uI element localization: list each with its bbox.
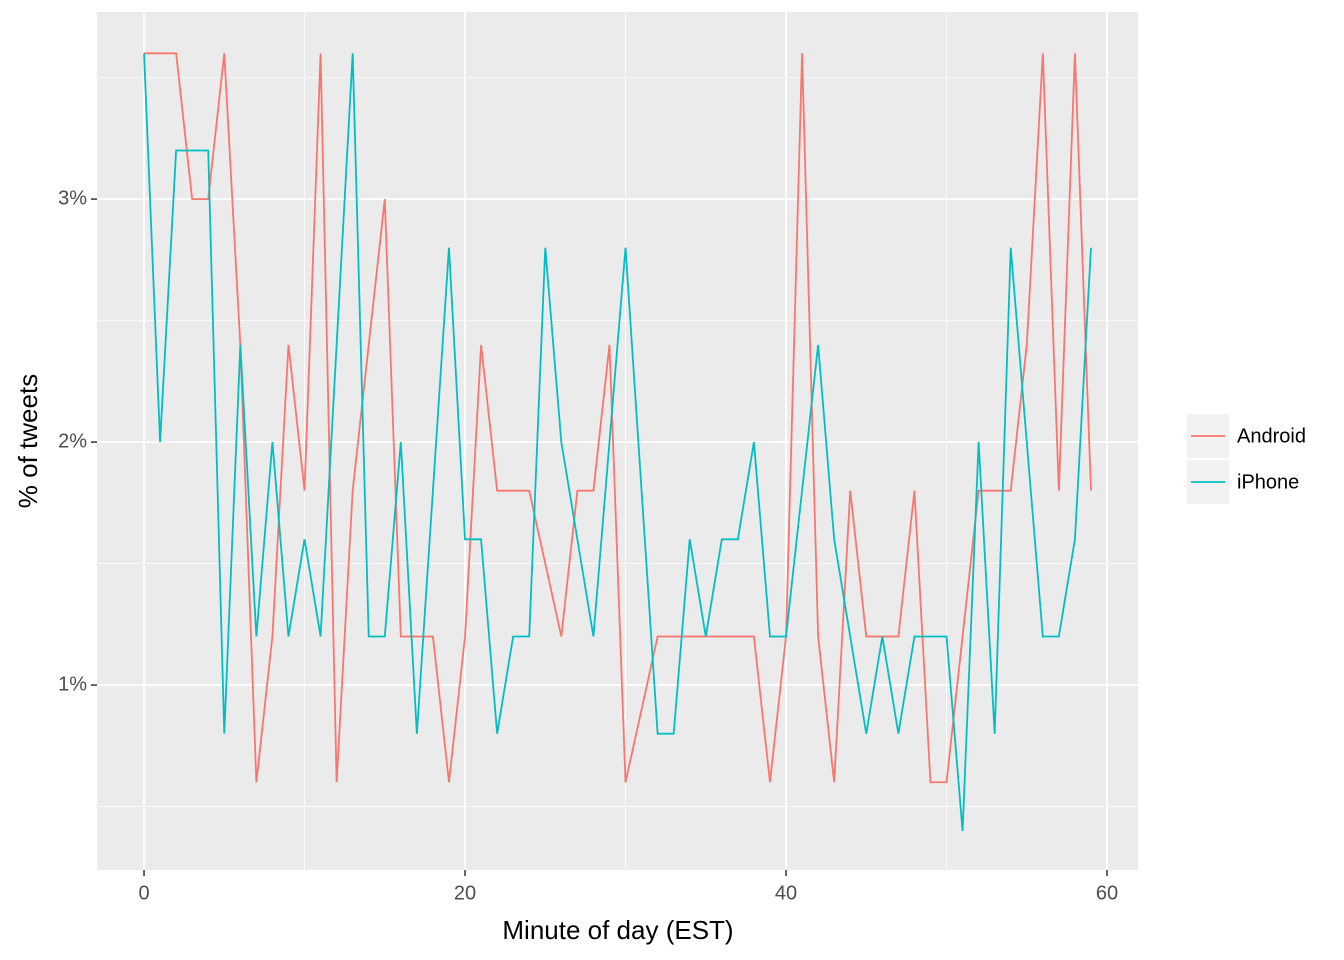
- x-tick-label: 60: [1096, 882, 1118, 904]
- y-axis-title: % of tweets: [13, 374, 43, 508]
- legend-label: Android: [1237, 425, 1306, 447]
- plot-panel: [97, 12, 1138, 870]
- y-tick-label: 2%: [58, 430, 87, 452]
- y-tick-label: 3%: [58, 187, 87, 209]
- x-axis-title: Minute of day (EST): [502, 915, 733, 945]
- line-series: [144, 52, 1092, 784]
- y-tick-label: 1%: [58, 673, 87, 695]
- legend-label: iPhone: [1237, 471, 1299, 493]
- x-tick-label: 0: [138, 882, 149, 904]
- x-tick-label: 20: [454, 882, 476, 904]
- x-tick-label: 40: [775, 882, 797, 904]
- line-series: [143, 53, 1092, 831]
